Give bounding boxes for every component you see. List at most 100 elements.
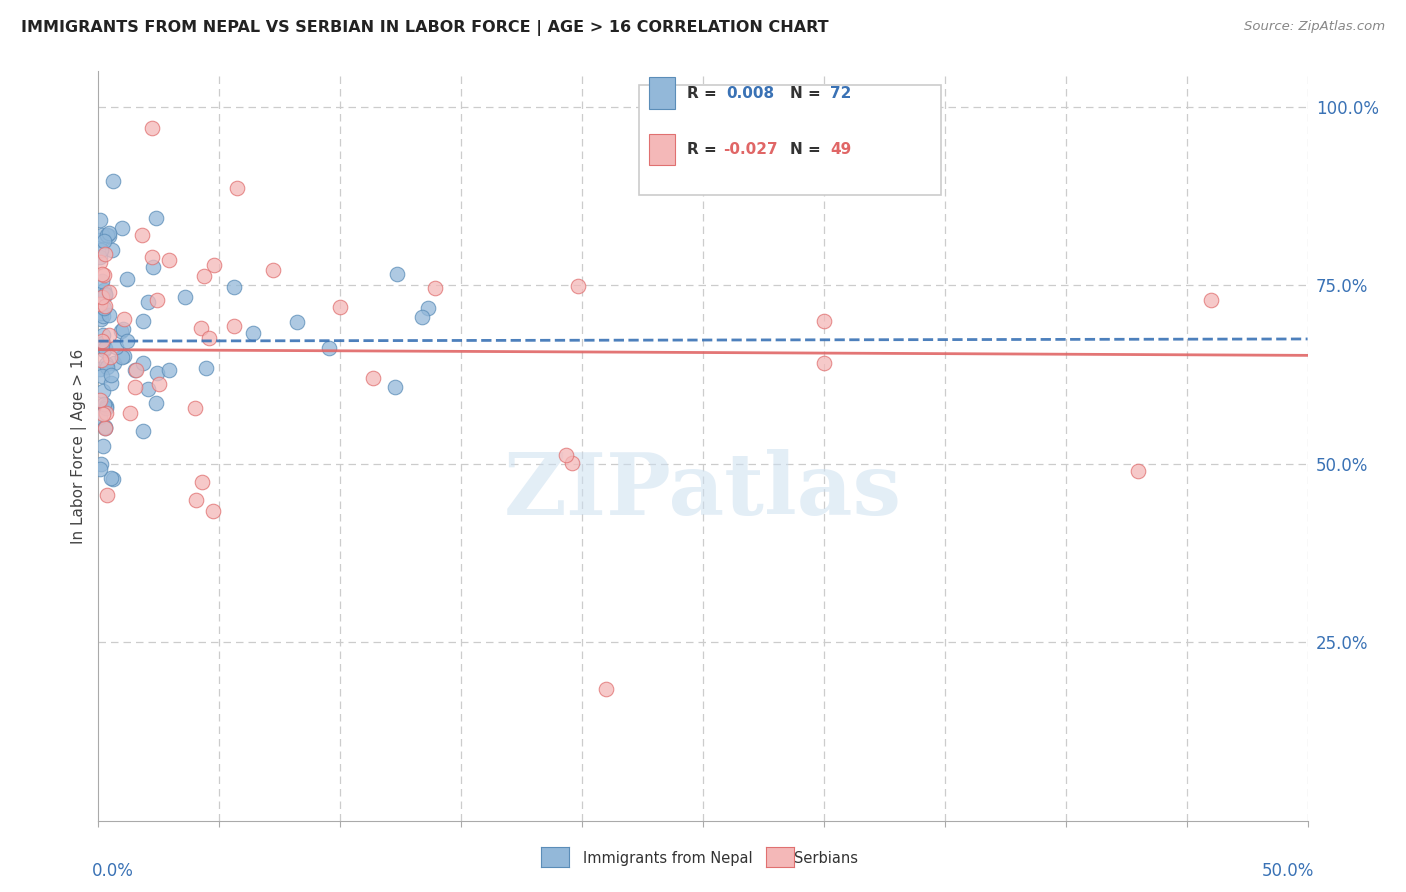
Point bbox=[91, 309, 114, 323]
Point bbox=[89, 255, 111, 269]
Point bbox=[91, 438, 114, 452]
Point bbox=[174, 290, 197, 304]
Point bbox=[112, 312, 135, 326]
Point bbox=[89, 297, 111, 311]
Point bbox=[131, 228, 153, 243]
Text: N =: N = bbox=[790, 86, 827, 101]
Point bbox=[111, 322, 134, 336]
Point bbox=[101, 472, 124, 486]
Point bbox=[157, 363, 180, 377]
Point bbox=[101, 174, 124, 188]
Point bbox=[120, 406, 142, 420]
Point bbox=[89, 213, 111, 227]
Point bbox=[190, 321, 212, 335]
Point bbox=[813, 314, 835, 328]
Point bbox=[91, 384, 114, 398]
Text: 50.0%: 50.0% bbox=[1261, 862, 1313, 880]
Point bbox=[90, 369, 112, 384]
Point bbox=[97, 285, 120, 300]
Point bbox=[90, 228, 112, 243]
Point bbox=[93, 287, 115, 301]
Point bbox=[93, 283, 115, 297]
Point bbox=[142, 260, 165, 275]
Point bbox=[112, 349, 135, 363]
Point bbox=[262, 263, 284, 277]
Point bbox=[561, 456, 583, 470]
Point bbox=[90, 457, 112, 471]
Point bbox=[124, 363, 146, 377]
Point bbox=[98, 350, 121, 364]
Text: R =: R = bbox=[688, 142, 723, 157]
Point bbox=[193, 268, 215, 283]
Point bbox=[136, 382, 159, 396]
Point bbox=[96, 488, 118, 502]
Point bbox=[191, 475, 214, 489]
Point bbox=[94, 421, 117, 435]
Point bbox=[554, 448, 576, 462]
Point bbox=[595, 681, 617, 696]
Text: Source: ZipAtlas.com: Source: ZipAtlas.com bbox=[1244, 20, 1385, 33]
Point bbox=[89, 233, 111, 247]
Point bbox=[100, 471, 122, 485]
Point bbox=[94, 287, 117, 301]
Point bbox=[96, 359, 118, 374]
Point bbox=[111, 350, 134, 364]
Point bbox=[184, 492, 207, 507]
Point bbox=[90, 353, 112, 368]
Point bbox=[94, 357, 117, 371]
Point bbox=[98, 227, 121, 241]
Text: Immigrants from Nepal: Immigrants from Nepal bbox=[583, 851, 754, 865]
Point bbox=[98, 327, 121, 342]
Bar bbox=[648, 134, 675, 165]
Point bbox=[813, 356, 835, 370]
Point bbox=[93, 234, 115, 248]
Point bbox=[242, 326, 264, 341]
Point bbox=[124, 363, 146, 377]
Point bbox=[90, 267, 112, 281]
Point bbox=[131, 424, 153, 438]
Text: 0.0%: 0.0% bbox=[93, 862, 134, 880]
Point bbox=[145, 396, 167, 410]
Point bbox=[115, 334, 138, 348]
Point bbox=[91, 336, 114, 351]
Point bbox=[94, 399, 117, 413]
Point bbox=[117, 271, 139, 285]
Point bbox=[105, 339, 128, 353]
Point bbox=[101, 243, 124, 257]
Point bbox=[141, 121, 163, 136]
Point bbox=[89, 362, 111, 376]
Point bbox=[1128, 464, 1150, 478]
Point bbox=[90, 243, 112, 257]
Point bbox=[136, 295, 159, 310]
Point bbox=[100, 368, 122, 383]
Point bbox=[222, 319, 245, 334]
Point bbox=[226, 180, 249, 194]
Point bbox=[423, 281, 446, 295]
Point bbox=[124, 380, 146, 394]
Point bbox=[93, 343, 115, 357]
Point bbox=[94, 419, 117, 434]
Y-axis label: In Labor Force | Age > 16: In Labor Force | Age > 16 bbox=[72, 349, 87, 543]
Text: -0.027: -0.027 bbox=[724, 142, 778, 157]
Point bbox=[94, 420, 117, 434]
Text: 0.008: 0.008 bbox=[725, 86, 775, 101]
Point bbox=[148, 377, 170, 392]
Point bbox=[222, 279, 245, 293]
Text: Serbians: Serbians bbox=[794, 851, 859, 865]
Point bbox=[97, 308, 120, 322]
Point bbox=[90, 311, 112, 326]
Text: 49: 49 bbox=[830, 142, 851, 157]
Point bbox=[89, 462, 111, 476]
Point bbox=[567, 279, 589, 293]
Bar bbox=[648, 78, 675, 109]
FancyBboxPatch shape bbox=[638, 85, 941, 195]
Point bbox=[202, 258, 225, 272]
Point bbox=[145, 211, 167, 225]
Point bbox=[329, 300, 352, 314]
Point bbox=[285, 315, 308, 329]
Point bbox=[94, 401, 117, 416]
Point bbox=[132, 314, 155, 328]
Point bbox=[93, 301, 115, 315]
Point bbox=[363, 371, 385, 385]
Point bbox=[132, 356, 155, 370]
